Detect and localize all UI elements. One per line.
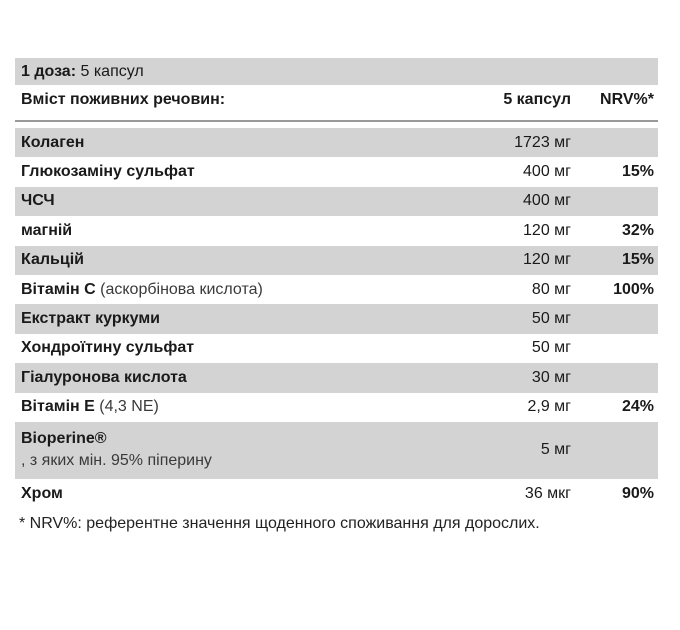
nutrient-amount: 50 мг [531,310,571,328]
amount-column-header: 5 капсул [503,90,571,108]
table-row: Вітамін E (4,3 NE) 2,9 мг 24% [15,393,658,422]
table-row: ЧСЧ 400 мг [15,186,658,217]
nutrient-amount: 2,9 мг [527,398,571,416]
nutrient-note: (4,3 NE) [99,398,159,416]
nutrition-table: 1 доза: 5 капсул Вміст поживних речовин:… [15,58,658,508]
nutrient-name: Колаген [21,133,85,151]
nutrient-amount: 30 мг [531,368,571,386]
nutrient-amount: 5 мг [540,441,571,459]
nutrient-name: ЧСЧ [21,192,55,210]
table-row: Хондроїтину сульфат 50 мг [15,334,658,363]
table-row: Глюкозаміну сульфат 400 мг 15% [15,157,658,186]
nutrient-name: Екстракт куркуми [21,310,160,328]
dose-label: 1 доза: [21,62,77,80]
nutrient-name: Гіалуронова кислота [21,368,187,386]
nutrient-nrv: 24% [621,398,654,416]
table-row: Вітамін C (аскорбінова кислота) 80 мг 10… [15,275,658,304]
nutrient-nrv: 15% [621,251,654,269]
nutrient-note: (аскорбінова кислота) [100,280,263,298]
nutrient-name: Вітамін E [21,398,95,416]
nutrient-column-header: Вміст поживних речовин: [21,90,226,108]
nutrient-note: , з яких мін. 95% піперину [21,452,212,470]
nutrient-amount: 120 мг [523,221,571,239]
nutrient-name: Кальцій [21,251,84,269]
dose-row: 1 доза: 5 капсул [15,58,658,85]
table-row: магній 120 мг 32% [15,216,658,245]
nutrient-amount: 36 мкг [524,484,571,502]
nutrient-amount: 80 мг [531,280,571,298]
nutrient-amount: 120 мг [523,251,571,269]
nrv-column-header: NRV%* [600,90,654,108]
table-row: Хром 36 мкг 90% [15,479,658,508]
nutrient-name: Хондроїтину сульфат [21,339,195,357]
column-header-row: Вміст поживних речовин: 5 капсул NRV%* [15,85,658,114]
nutrient-amount: 400 мг [523,163,571,181]
nutrient-nrv: 100% [613,280,654,298]
nutrient-name: Глюкозаміну сульфат [21,163,195,181]
nutrient-nrv: 32% [621,221,654,239]
nutrient-name: магній [21,221,73,239]
table-row: Bioperine® , з яких мін. 95% піперину 5 … [15,421,658,479]
table-row: Екстракт куркуми 50 мг [15,304,658,334]
table-row: Гіалуронова кислота 30 мг [15,363,658,393]
header-divider [15,120,658,122]
nutrient-amount: 50 мг [531,339,571,357]
dose-value: 5 капсул [80,62,144,80]
nutrient-amount: 400 мг [523,192,571,210]
nutrient-name: Вітамін C [21,280,96,298]
nutrient-amount: 1723 мг [514,133,571,151]
nutrient-nrv: 90% [621,484,654,502]
nutrient-name: Хром [21,484,63,502]
nrv-footnote: * NRV%: референтне значення щоденного сп… [19,515,540,532]
nutrient-nrv: 15% [621,163,654,181]
table-row: Колаген 1723 мг [15,128,658,158]
nutrient-name: Bioperine® [21,430,107,448]
table-row: Кальцій 120 мг 15% [15,245,658,275]
